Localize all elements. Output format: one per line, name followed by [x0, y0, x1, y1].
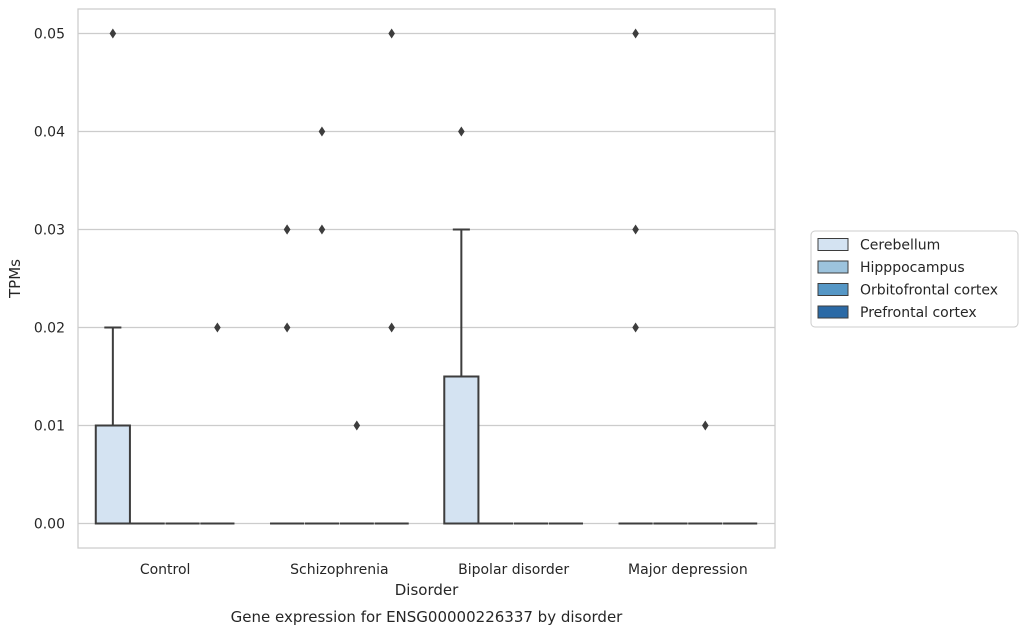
legend-frame	[810, 230, 1019, 328]
outlier-point	[632, 322, 639, 333]
legend-swatch	[817, 260, 849, 274]
outlier-point	[214, 322, 221, 333]
y-tick-label: 0.05	[34, 27, 65, 43]
box-0-2	[443, 375, 480, 525]
box-0-0	[94, 424, 131, 525]
y-axis-label: TPMs	[6, 259, 24, 299]
outlier-point	[702, 420, 709, 431]
y-tick-label: 0.02	[34, 321, 65, 337]
y-tick-label: 0.01	[34, 419, 65, 435]
chart-caption: Gene expression for ENSG00000226337 by d…	[231, 608, 624, 626]
outlier-point	[458, 126, 465, 137]
outlier-point	[388, 322, 395, 333]
outlier-point	[388, 28, 395, 39]
outlier-point	[283, 224, 291, 235]
y-tick-label: 0.00	[34, 517, 65, 533]
outlier-point	[318, 126, 326, 137]
x-tick-label: Schizophrenia	[290, 562, 388, 578]
legend-label: Orbitofrontal cortex	[860, 283, 998, 299]
y-tick-label: 0.03	[34, 223, 65, 239]
x-axis-ticks: Control Schizophrenia Bipolar disorder Majo…	[140, 562, 748, 578]
outlier-point	[109, 28, 117, 39]
outlier-point	[318, 224, 326, 235]
legend-swatch	[817, 283, 849, 296]
grid-layer	[78, 32, 775, 525]
legend-swatch	[817, 305, 849, 319]
outlier-point	[283, 322, 291, 333]
box-layer	[94, 228, 758, 525]
y-axis-ticks: 0.00 0.01 0.02 0.03 0.04 0.05	[34, 27, 65, 533]
plot-frame	[77, 8, 776, 549]
x-tick-label: Bipolar disorder	[458, 562, 569, 578]
outlier-layer	[109, 28, 709, 431]
x-tick-label: Control	[140, 562, 191, 578]
outlier-point	[632, 28, 639, 39]
outlier-point	[353, 420, 361, 431]
legend-swatch	[817, 238, 849, 251]
legend: Cerebellum Hipppocampus Orbitofrontal cort…	[810, 230, 1019, 328]
x-axis-label: Disorder	[395, 581, 459, 599]
outlier-point	[632, 224, 639, 235]
x-tick-label: Major depression	[628, 562, 748, 578]
legend-label: Hipppocampus	[860, 260, 965, 276]
legend-label: Prefrontal cortex	[860, 305, 977, 321]
legend-label: Cerebellum	[860, 238, 940, 254]
y-tick-label: 0.04	[34, 125, 65, 141]
